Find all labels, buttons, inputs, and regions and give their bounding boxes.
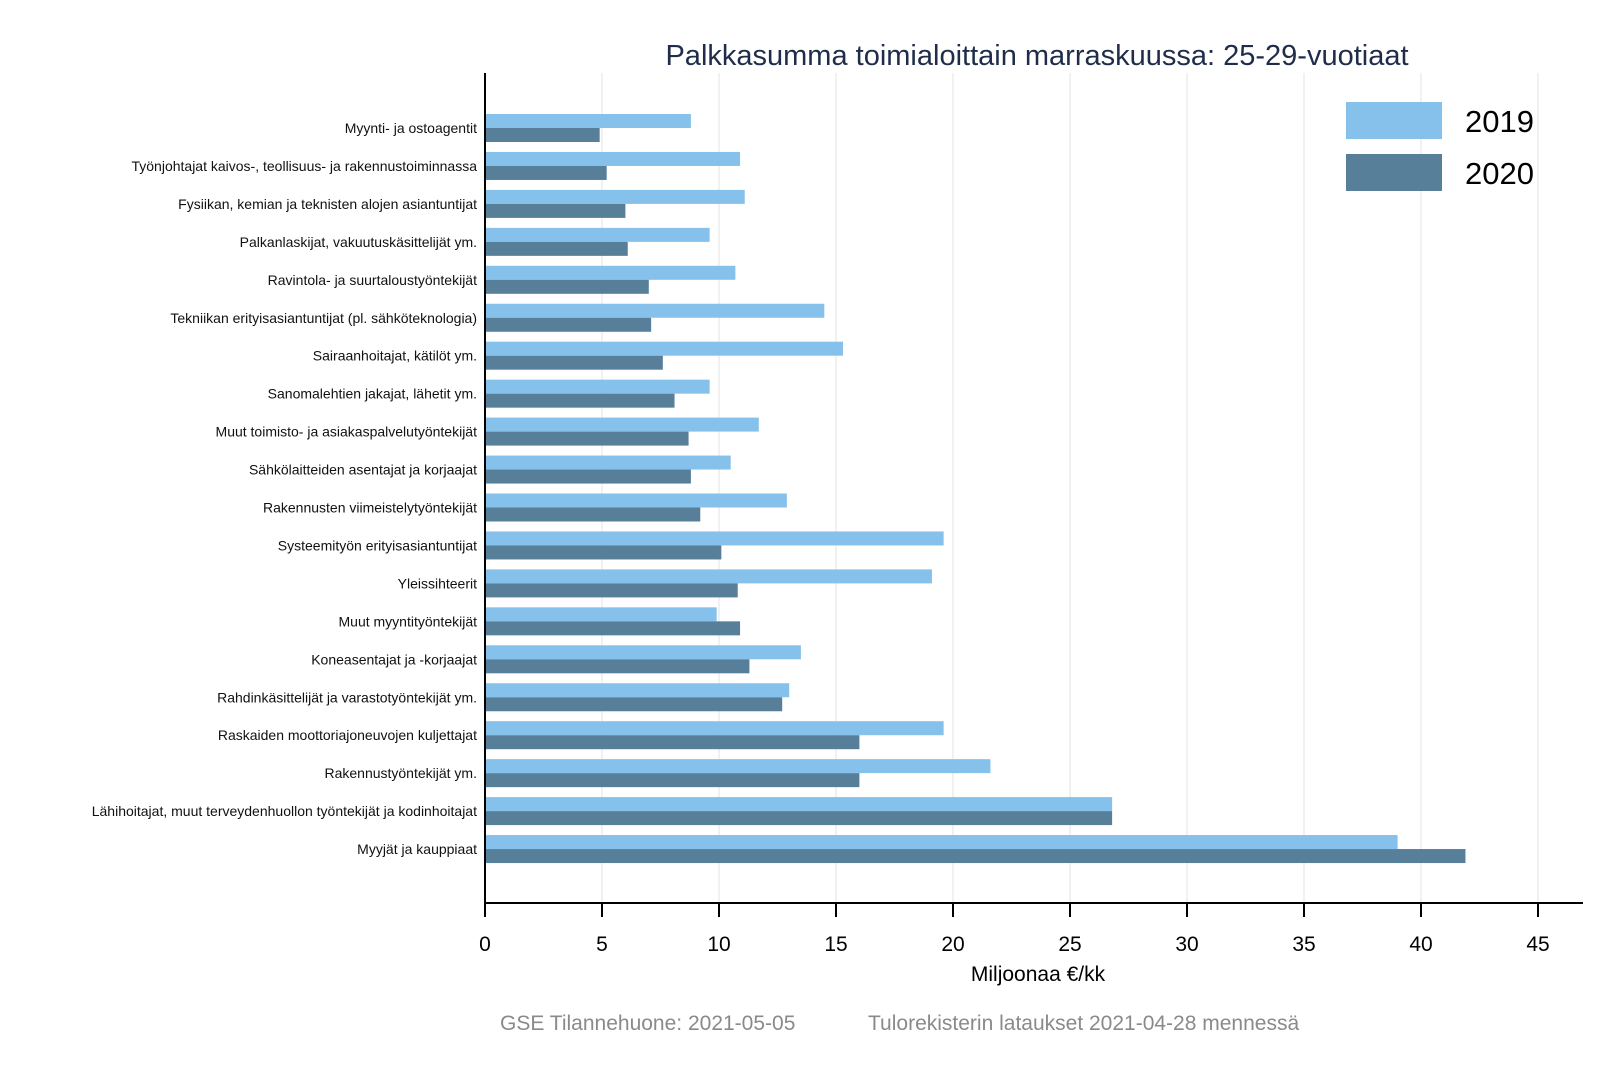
bar-2019 (485, 835, 1398, 850)
bar-2019 (485, 114, 691, 128)
x-tick-label: 40 (1409, 933, 1432, 956)
category-label: Lähihoitajat, muut terveydenhuollon työn… (92, 803, 477, 819)
chart-title: Palkkasumma toimialoittain marraskuussa:… (665, 40, 1408, 72)
bar-2020 (485, 431, 689, 446)
category-label: Muut toimisto- ja asiakaspalvelutyönteki… (216, 424, 478, 440)
category-label: Sanomalehtien jakajat, lähetit ym. (268, 386, 477, 402)
bar-2019 (485, 759, 991, 774)
category-label: Rahdinkäsittelijät ja varastotyöntekijät… (217, 689, 477, 705)
footer-source: GSE Tilannehuone: 2021-05-05 (500, 1012, 796, 1035)
category-label: Rakennustyöntekijät ym. (324, 765, 477, 781)
bar-2019 (485, 189, 745, 204)
category-label: Palkanlaskijat, vakuutuskäsittelijät ym. (240, 234, 477, 250)
bar-2019 (485, 493, 787, 508)
bar-2019 (485, 569, 932, 584)
category-label: Myyjät ja kauppiaat (357, 841, 477, 857)
category-label: Yleissihteerit (398, 575, 477, 591)
legend-swatch-2019 (1346, 102, 1442, 139)
bar-2019 (485, 227, 710, 242)
x-tick-label: 10 (707, 933, 730, 956)
category-label: Tekniikan erityisasiantuntijat (pl. sähk… (170, 310, 477, 326)
bar-2020 (485, 203, 626, 218)
bar-2019 (485, 417, 759, 432)
bar-2020 (485, 697, 783, 712)
bar-2020 (485, 811, 1113, 826)
bar-2019 (485, 797, 1113, 812)
legend-swatch-2020 (1346, 154, 1442, 191)
x-tick-label: 35 (1292, 933, 1315, 956)
legend-label: 2019 (1465, 104, 1534, 139)
category-label: Koneasentajat ja -korjaajat (311, 651, 477, 667)
bar-2019 (485, 303, 825, 318)
bar-2019 (485, 379, 710, 394)
bar-2020 (485, 279, 649, 294)
legend-label: 2020 (1465, 156, 1534, 191)
bar-2020 (485, 735, 860, 750)
bar-2020 (485, 507, 701, 522)
bar-2019 (485, 721, 944, 736)
x-tick-label: 5 (596, 933, 608, 956)
x-tick-label: 20 (941, 933, 964, 956)
x-tick-label: 45 (1526, 933, 1549, 956)
category-label: Systeemityön erityisasiantuntijat (278, 537, 477, 553)
bar-2020 (485, 393, 675, 408)
bar-2019 (485, 531, 944, 546)
x-tick-label: 15 (824, 933, 847, 956)
bar-2020 (485, 469, 691, 484)
category-label: Myynti- ja ostoagentit (345, 120, 477, 136)
bar-2020 (485, 317, 652, 332)
bar-2019 (485, 645, 801, 660)
category-label: Muut myyntityöntekijät (339, 613, 478, 629)
bar-2019 (485, 151, 741, 166)
bar-2019 (485, 683, 790, 698)
bar-2020 (485, 659, 750, 674)
category-label: Sairaanhoitajat, kätilöt ym. (313, 348, 477, 364)
bar-2020 (485, 583, 738, 598)
bar-2020 (485, 849, 1466, 864)
bar-2020 (485, 355, 663, 370)
bar-2020 (485, 165, 607, 180)
x-axis-label: Miljoonaa €/kk (971, 963, 1106, 986)
bar-2020 (485, 545, 722, 560)
category-label: Työnjohtajat kaivos-, teollisuus- ja rak… (131, 158, 477, 174)
category-label: Rakennusten viimeistelytyöntekijät (263, 500, 477, 516)
category-label: Sähkölaitteiden asentajat ja korjaajat (249, 462, 477, 478)
bar-2019 (485, 455, 731, 470)
bar-2020 (485, 241, 628, 256)
bar-2020 (485, 128, 600, 142)
category-label: Ravintola- ja suurtaloustyöntekijät (268, 272, 477, 288)
x-tick-label: 25 (1058, 933, 1081, 956)
bar-2019 (485, 341, 844, 356)
footer-note: Tulorekisterin lataukset 2021-04-28 menn… (868, 1012, 1300, 1035)
bar-2019 (485, 607, 717, 622)
bar-2020 (485, 773, 860, 788)
x-tick-label: 30 (1175, 933, 1198, 956)
bar-2020 (485, 621, 741, 636)
category-label: Raskaiden moottoriajoneuvojen kuljettaja… (218, 727, 477, 743)
x-tick-label: 0 (479, 933, 491, 956)
bar-2019 (485, 265, 736, 280)
category-label: Fysiikan, kemian ja teknisten alojen asi… (178, 196, 477, 212)
